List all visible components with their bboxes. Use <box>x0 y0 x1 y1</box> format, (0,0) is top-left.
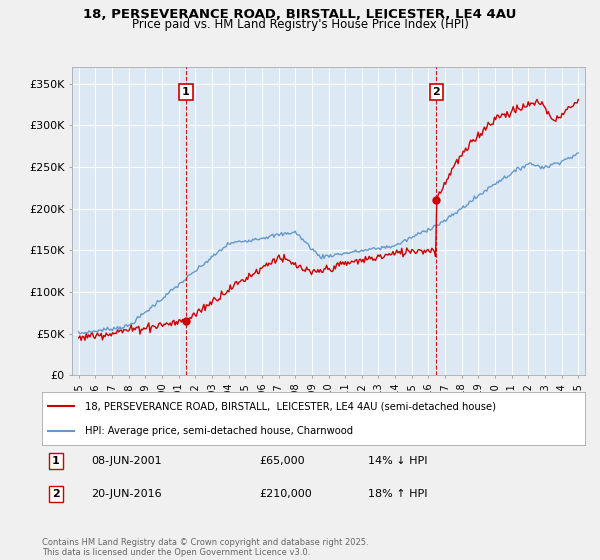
Text: 14% ↓ HPI: 14% ↓ HPI <box>368 456 427 466</box>
Text: 2: 2 <box>52 489 59 499</box>
Text: £210,000: £210,000 <box>259 489 312 499</box>
Text: Contains HM Land Registry data © Crown copyright and database right 2025.
This d: Contains HM Land Registry data © Crown c… <box>42 538 368 557</box>
Text: HPI: Average price, semi-detached house, Charnwood: HPI: Average price, semi-detached house,… <box>85 426 353 436</box>
Text: £65,000: £65,000 <box>259 456 305 466</box>
Text: 18, PERSEVERANCE ROAD, BIRSTALL, LEICESTER, LE4 4AU: 18, PERSEVERANCE ROAD, BIRSTALL, LEICEST… <box>83 8 517 21</box>
Text: 18% ↑ HPI: 18% ↑ HPI <box>368 489 427 499</box>
Text: 1: 1 <box>52 456 59 466</box>
Text: 2: 2 <box>433 87 440 97</box>
Text: 18, PERSEVERANCE ROAD, BIRSTALL,  LEICESTER, LE4 4AU (semi-detached house): 18, PERSEVERANCE ROAD, BIRSTALL, LEICEST… <box>85 402 496 412</box>
Text: 08-JUN-2001: 08-JUN-2001 <box>91 456 161 466</box>
Text: 1: 1 <box>182 87 190 97</box>
Text: Price paid vs. HM Land Registry's House Price Index (HPI): Price paid vs. HM Land Registry's House … <box>131 18 469 31</box>
Text: 20-JUN-2016: 20-JUN-2016 <box>91 489 161 499</box>
